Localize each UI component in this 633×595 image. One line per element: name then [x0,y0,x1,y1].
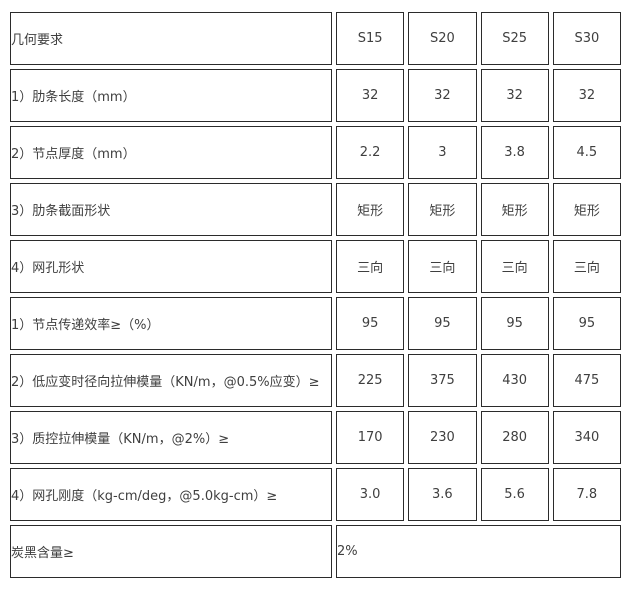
value-cell: 2.2 [336,126,405,179]
row-label-cell: 4）网孔形状 [10,240,332,293]
value-cell: 三向 [408,240,477,293]
table-row: 1）肋条长度（mm） 32 32 32 32 [10,69,621,122]
value-cell: 5.6 [480,468,549,521]
spec-table: 几何要求 S15 S20 S25 S30 1）肋条长度（mm） 32 32 32… [6,8,625,582]
value-cell: 32 [552,69,621,122]
table-row: 4）网孔形状 三向 三向 三向 三向 [10,240,621,293]
value-cell: 矩形 [552,183,621,236]
row-label-cell: 3）质控拉伸模量（KN/m，@2%）≥ [10,411,332,464]
value-cell: 475 [552,354,621,407]
value-cell: 3 [408,126,477,179]
value-cell: 矩形 [408,183,477,236]
header-col-s25: S25 [480,12,549,65]
row-label-cell: 2）节点厚度（mm） [10,126,332,179]
value-cell: 430 [480,354,549,407]
value-cell: 32 [480,69,549,122]
value-cell: 95 [480,297,549,350]
header-col-s20: S20 [408,12,477,65]
value-cell: 三向 [480,240,549,293]
value-cell: 矩形 [336,183,405,236]
header-title-cell: 几何要求 [10,12,332,65]
value-cell: 375 [408,354,477,407]
value-cell: 280 [480,411,549,464]
value-cell: 矩形 [480,183,549,236]
value-cell: 三向 [336,240,405,293]
value-cell: 95 [552,297,621,350]
value-cell: 3.8 [480,126,549,179]
table-row: 3）质控拉伸模量（KN/m，@2%）≥ 170 230 280 340 [10,411,621,464]
row-label-cell: 1）肋条长度（mm） [10,69,332,122]
table-row: 3）肋条截面形状 矩形 矩形 矩形 矩形 [10,183,621,236]
value-cell: 3.6 [408,468,477,521]
footer-value-cell: 2% [336,525,621,578]
value-cell: 230 [408,411,477,464]
value-cell: 95 [336,297,405,350]
value-cell: 32 [408,69,477,122]
value-cell: 225 [336,354,405,407]
value-cell: 4.5 [552,126,621,179]
value-cell: 32 [336,69,405,122]
table-row: 4）网孔刚度（kg-cm/deg，@5.0kg-cm）≥ 3.0 3.6 5.6… [10,468,621,521]
footer-label-cell: 炭黑含量≥ [10,525,332,578]
value-cell: 三向 [552,240,621,293]
value-cell: 7.8 [552,468,621,521]
header-col-s30: S30 [552,12,621,65]
value-cell: 3.0 [336,468,405,521]
header-row: 几何要求 S15 S20 S25 S30 [10,12,621,65]
value-cell: 95 [408,297,477,350]
value-cell: 340 [552,411,621,464]
row-label-cell: 1）节点传递效率≥（%） [10,297,332,350]
footer-row: 炭黑含量≥ 2% [10,525,621,578]
table-row: 1）节点传递效率≥（%） 95 95 95 95 [10,297,621,350]
header-col-s15: S15 [336,12,405,65]
table-row: 2）节点厚度（mm） 2.2 3 3.8 4.5 [10,126,621,179]
row-label-cell: 4）网孔刚度（kg-cm/deg，@5.0kg-cm）≥ [10,468,332,521]
value-cell: 170 [336,411,405,464]
table-row: 2）低应变时径向拉伸模量（KN/m，@0.5%应变）≥ 225 375 430 … [10,354,621,407]
row-label-cell: 3）肋条截面形状 [10,183,332,236]
row-label-cell: 2）低应变时径向拉伸模量（KN/m，@0.5%应变）≥ [10,354,332,407]
